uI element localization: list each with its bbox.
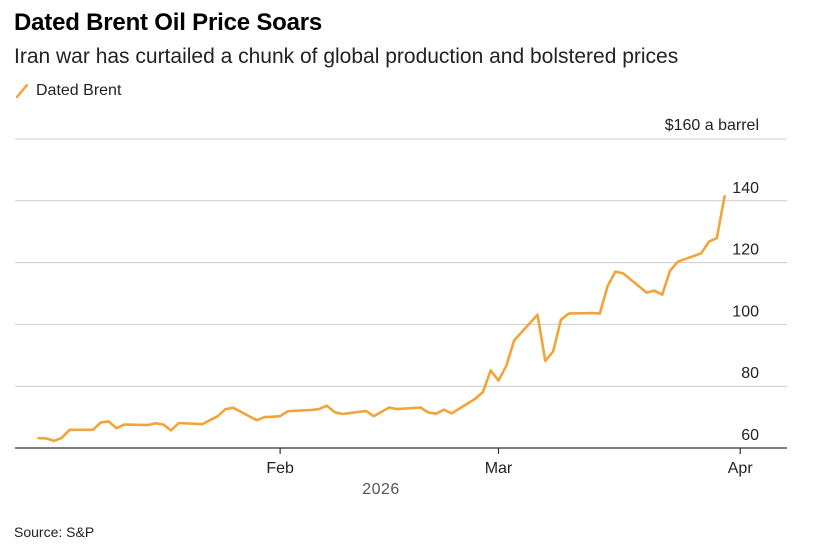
x-axis-label: 2026 bbox=[362, 481, 400, 498]
legend-label: Dated Brent bbox=[36, 82, 122, 99]
x-tick-label-apr: Apr bbox=[728, 460, 754, 477]
x-tick-label-mar: Mar bbox=[485, 460, 513, 477]
chart-title: Dated Brent Oil Price Soars bbox=[14, 9, 323, 36]
chart-subtitle: Iran war has curtailed a chunk of global… bbox=[14, 45, 679, 68]
legend: Dated Brent bbox=[16, 82, 121, 100]
y-unit-label: $160 a barrel bbox=[665, 117, 759, 134]
y-tick-label-60: 60 bbox=[741, 427, 759, 444]
series-line-dated-brent bbox=[37, 194, 726, 443]
y-tick-label-80: 80 bbox=[741, 365, 759, 382]
x-tick-label-feb: Feb bbox=[266, 460, 294, 477]
y-tick-label-100: 100 bbox=[732, 303, 759, 320]
source-note: Source: S&P bbox=[14, 524, 95, 540]
x-axis bbox=[15, 447, 787, 454]
gridlines bbox=[15, 138, 787, 387]
tick-labels: $160 a barrel 60 80 100 120 140 Feb Mar Apr 2026 bbox=[266, 117, 759, 498]
y-tick-label-140: 140 bbox=[732, 180, 759, 197]
y-tick-label-120: 120 bbox=[732, 242, 759, 259]
series-layer bbox=[37, 194, 726, 443]
legend-line-icon bbox=[16, 84, 28, 98]
